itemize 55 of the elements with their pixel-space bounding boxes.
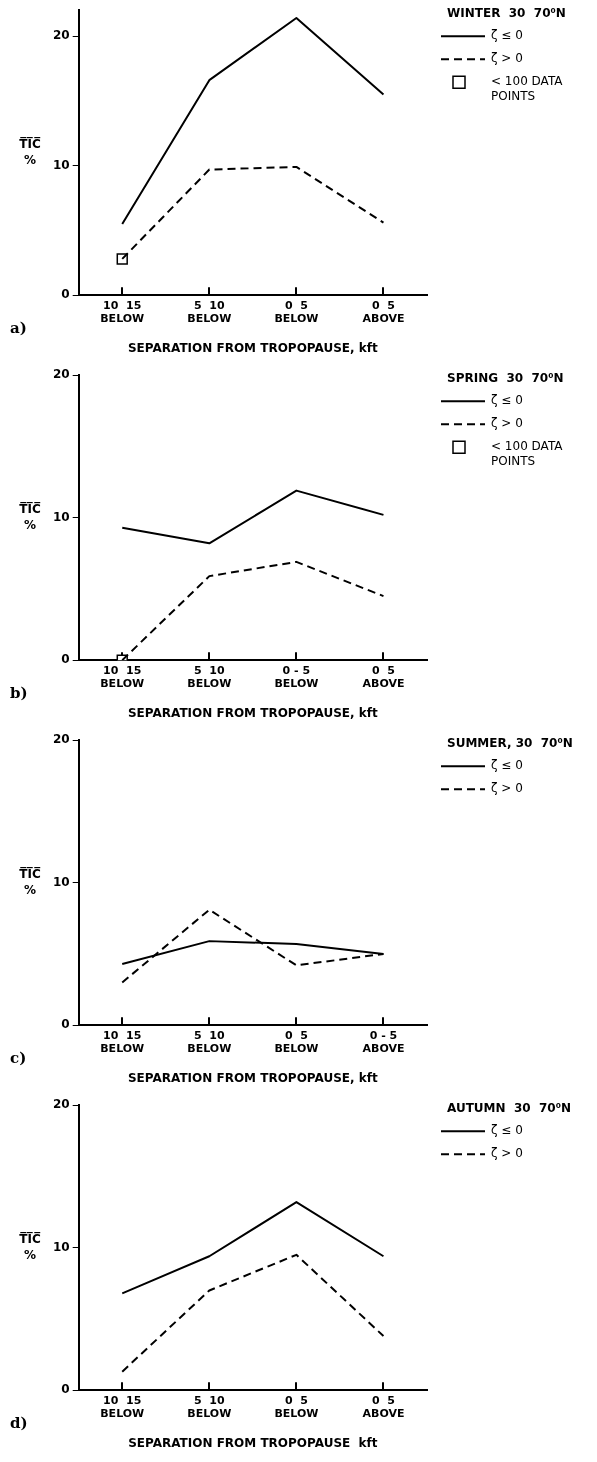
y-axis-title: T̅I̅C̅ % [19, 136, 41, 167]
x-tick-label: 0 - 5 BELOW [274, 663, 319, 690]
text: b) [10, 684, 28, 703]
x-tick-label: 5 10 BELOW [187, 1393, 232, 1420]
y-tick-label: 0 [61, 287, 70, 302]
y-tick-label: 0 [61, 1017, 70, 1032]
x-axis-title: SEPARATION FROM TROPOPAUSE, kft [127, 705, 378, 720]
text: c) [10, 1049, 27, 1068]
legend-label: ζ ≤ 0 [491, 393, 523, 408]
legend-title: AUTUMN 30 70⁰N [447, 1101, 571, 1116]
x-tick-label: 0 - 5 ABOVE [362, 1028, 405, 1055]
x-tick-label: 0 5 ABOVE [362, 298, 405, 325]
x-tick-label: 10 15 BELOW [100, 1393, 145, 1420]
x-tick-label: 10 15 BELOW [100, 1028, 145, 1055]
x-tick-label: 0 5 BELOW [274, 298, 319, 325]
x-tick-label: 0 5 ABOVE [362, 1393, 405, 1420]
y-axis-title: T̅I̅C̅ % [19, 501, 41, 532]
y-tick-label: 10 [53, 157, 70, 172]
legend-label: ζ > 0 [491, 51, 523, 66]
x-tick-label: 0 5 BELOW [274, 1028, 319, 1055]
y-tick-label: 20 [53, 367, 70, 382]
text: a) [10, 319, 27, 338]
x-tick-label: 5 10 BELOW [187, 1028, 232, 1055]
line-series [121, 1253, 385, 1373]
x-axis-title: SEPARATION FROM TROPOPAUSE kft [128, 1435, 378, 1450]
x-tick-label: 10 15 BELOW [100, 663, 145, 690]
y-tick-label: 0 [61, 652, 70, 667]
legend-label: ζ ≤ 0 [491, 758, 523, 773]
x-tick-label: 0 5 BELOW [274, 1393, 319, 1420]
legend-title: SPRING 30 70⁰N [447, 371, 564, 386]
legend-title: SUMMER, 30 70⁰N [447, 736, 573, 751]
text: d) [10, 1414, 28, 1433]
y-tick-label: 0 [61, 1382, 70, 1397]
y-tick-label: 10 [53, 874, 70, 889]
legend-title: WINTER 30 70⁰N [447, 6, 566, 21]
x-tick-label: 10 15 BELOW [100, 298, 145, 325]
legend-label: ζ > 0 [491, 1146, 523, 1161]
y-tick-label: 20 [53, 732, 70, 747]
y-tick-label: 10 [53, 1239, 70, 1254]
x-tick-label: 0 5 ABOVE [362, 663, 405, 690]
y-tick-label: 20 [53, 28, 70, 43]
x-tick-label: 5 10 BELOW [187, 663, 232, 690]
legend-label: ζ > 0 [491, 781, 523, 796]
x-axis-title: SEPARATION FROM TROPOPAUSE, kft [127, 340, 378, 355]
x-axis-title: SEPARATION FROM TROPOPAUSE, kft [127, 1070, 378, 1085]
y-axis-title: T̅I̅C̅ % [19, 1231, 41, 1262]
legend-label: < 100 DATA POINTS [491, 439, 564, 469]
legend-label: ζ > 0 [491, 416, 523, 431]
legend-label: ζ ≤ 0 [491, 1123, 523, 1138]
y-axis-title: T̅I̅C̅ % [19, 866, 41, 897]
x-tick-label: 5 10 BELOW [187, 298, 232, 325]
legend-label: ζ ≤ 0 [491, 28, 523, 43]
y-tick-label: 10 [53, 509, 70, 524]
legend-label: < 100 DATA POINTS [491, 74, 564, 104]
y-tick-label: 20 [53, 1097, 70, 1112]
